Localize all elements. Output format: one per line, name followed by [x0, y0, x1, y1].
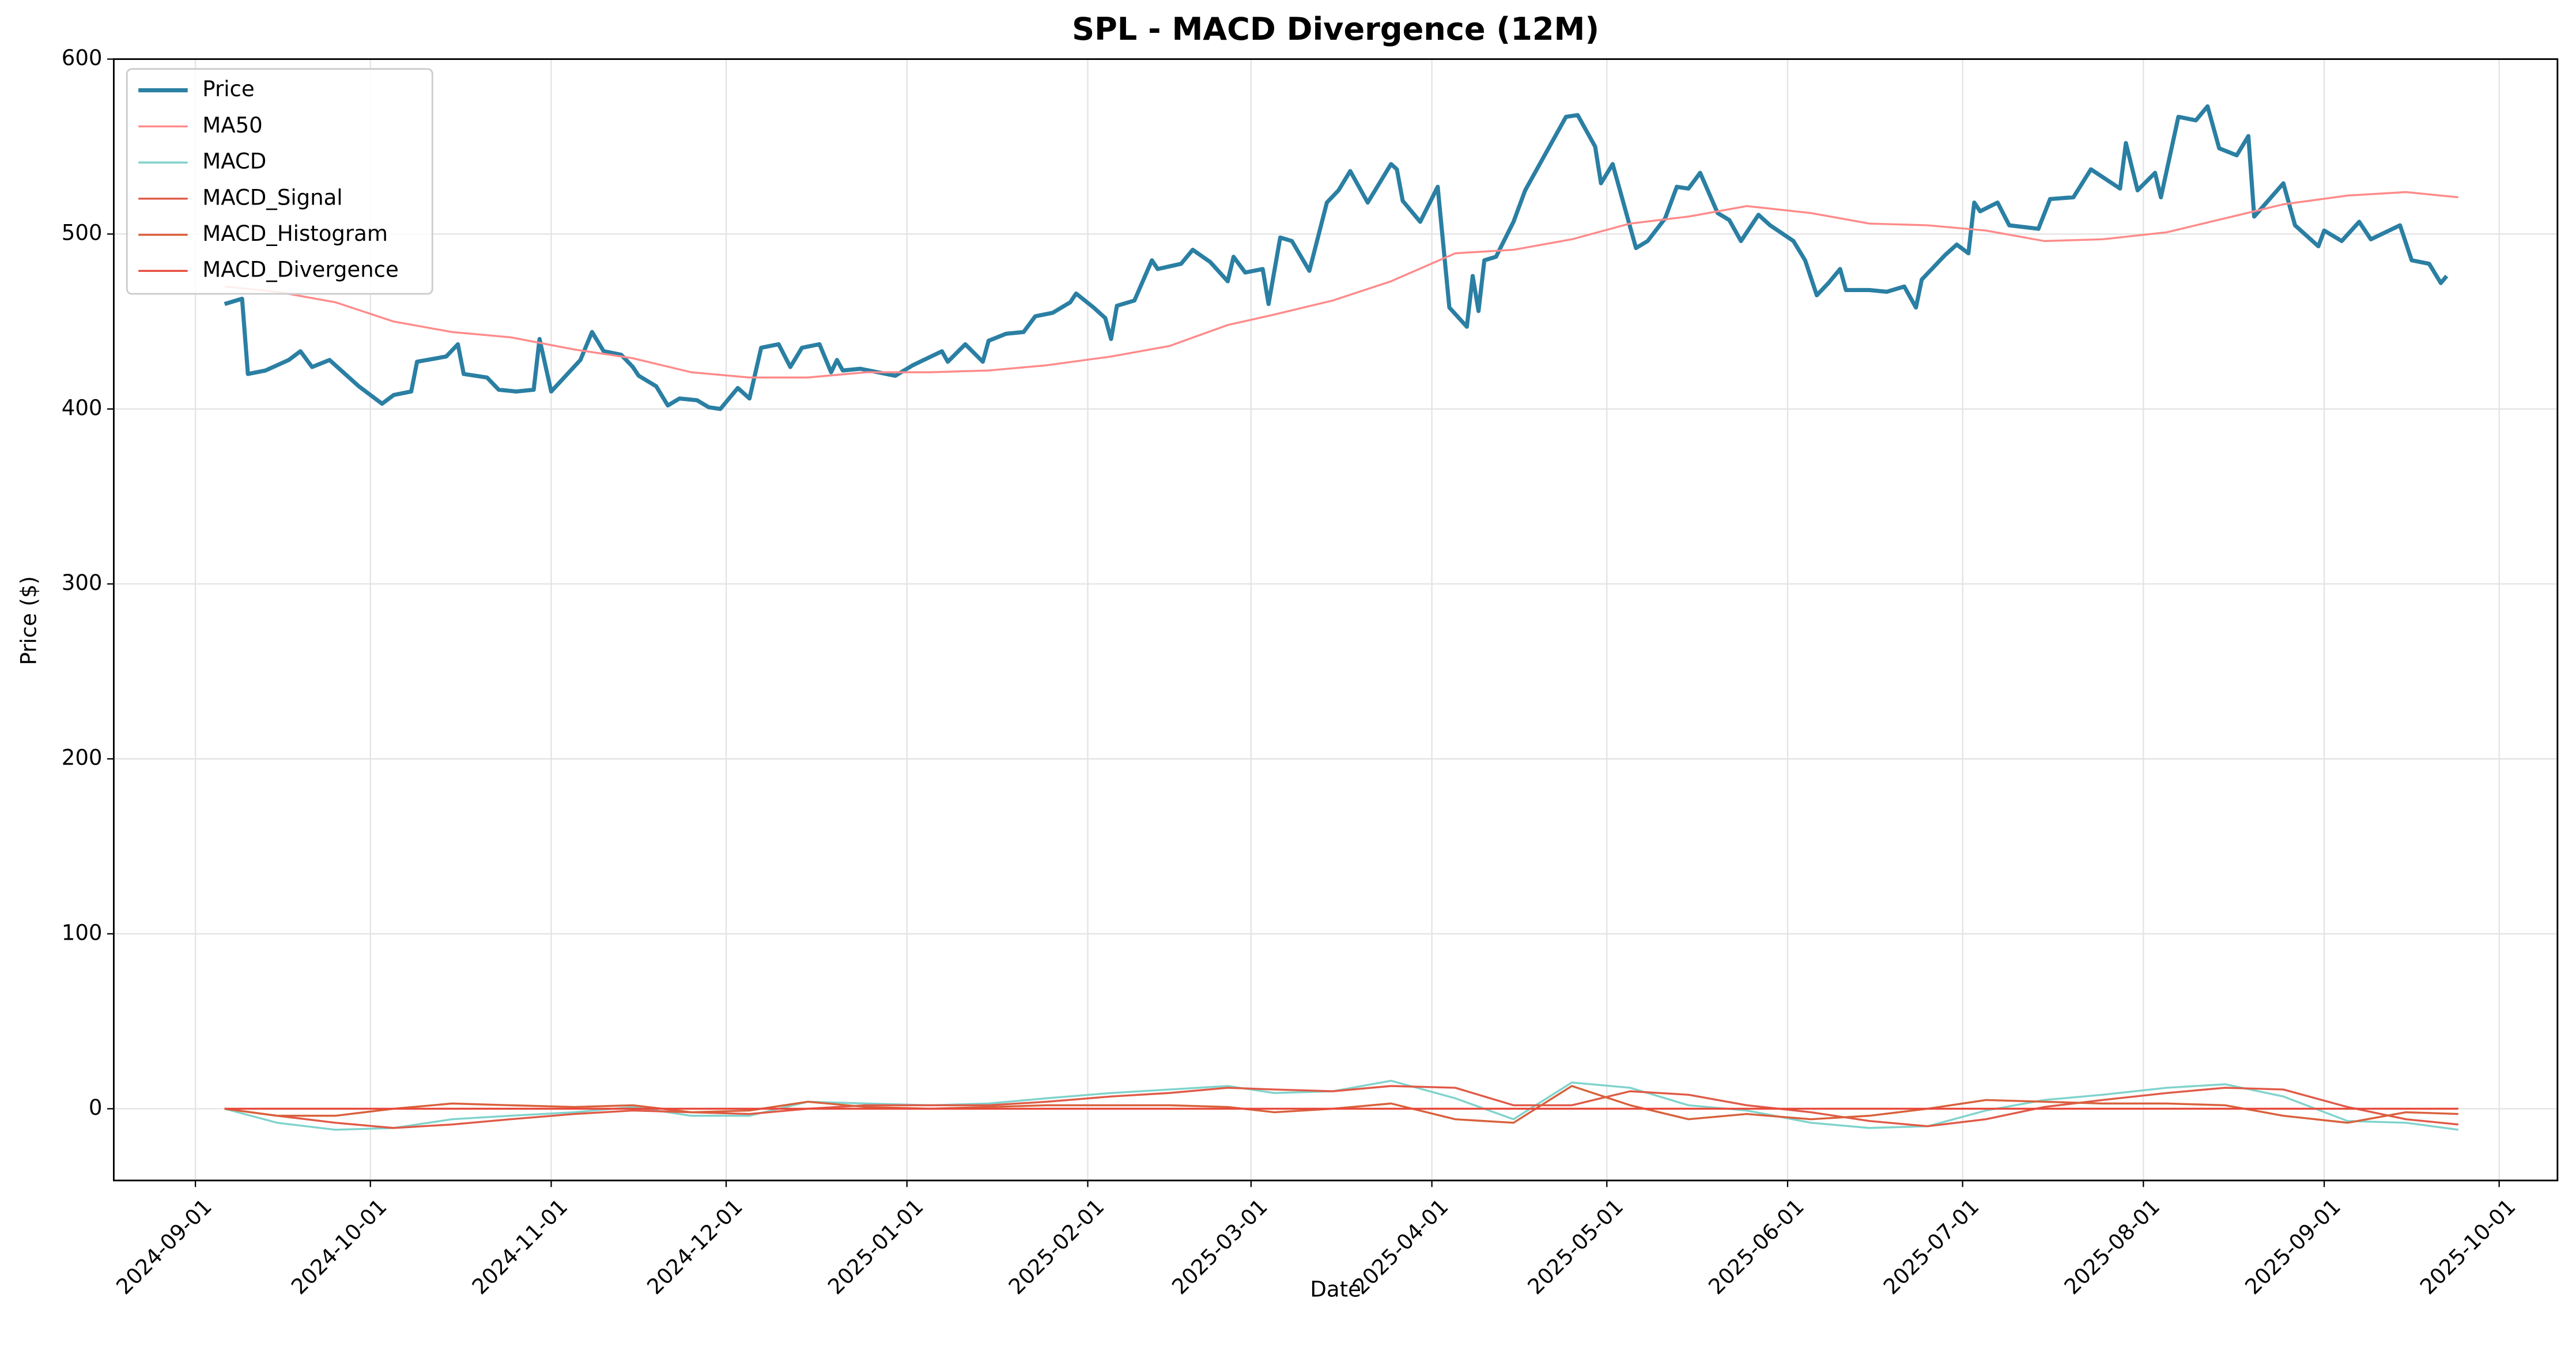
y-tick-label: 100 [62, 920, 103, 945]
legend-label: MACD_Signal [202, 185, 342, 210]
y-tick-label: 300 [62, 570, 103, 595]
y-tick-label: 200 [62, 746, 103, 770]
y-tick-label: 400 [62, 395, 103, 420]
y-tick-label: 600 [62, 46, 103, 70]
chart-title: SPL - MACD Divergence (12M) [1072, 11, 1599, 47]
y-tick-label: 500 [62, 221, 103, 245]
legend-box [126, 68, 433, 295]
plot-frame [112, 58, 2559, 1182]
legend-label: MACD_Histogram [202, 221, 388, 246]
legend-label: MACD_Divergence [202, 258, 398, 282]
legend-label: MA50 [202, 113, 262, 138]
plot-lines [224, 104, 2459, 1131]
x-axis-label: Date [1310, 1277, 1361, 1301]
series-line [224, 191, 2458, 379]
y-axis-label: Price ($) [17, 576, 41, 665]
legend: Price MA50 MACD MACD_Signal MACD_Histogram MA… [126, 68, 433, 295]
legend-label: MACD [202, 149, 266, 174]
y-tick-label: 0 [89, 1095, 103, 1120]
legend-label: Price [202, 77, 254, 101]
